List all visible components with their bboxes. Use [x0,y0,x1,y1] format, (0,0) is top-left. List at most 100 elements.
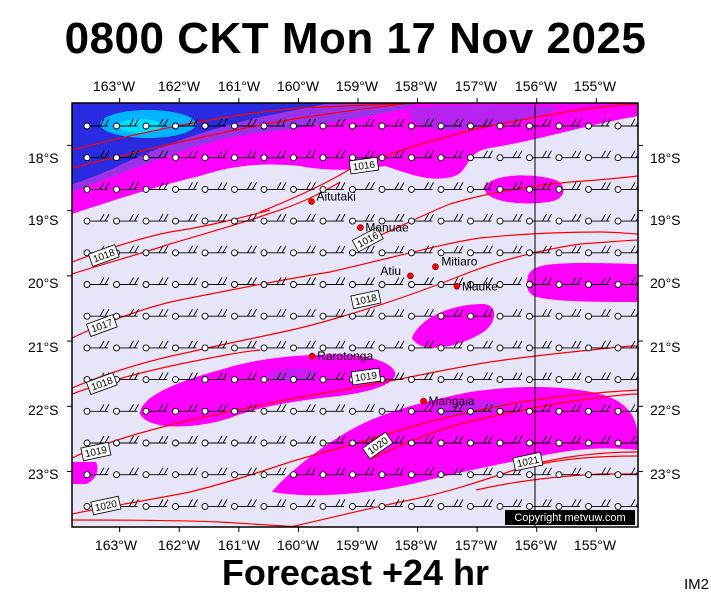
wind-barb [142,245,169,257]
lon-label-bottom: 162°W [157,537,201,553]
wind-barb [290,404,316,415]
place-label: Mauke [462,279,498,293]
isobar-line [371,393,638,459]
place-rarotonga: Rarotonga [308,349,373,363]
place-label: Manuae [365,221,409,235]
wind-barb [467,404,493,415]
wind-barb [408,372,434,384]
wind-barb [201,372,228,384]
lon-label-top: 158°W [394,78,438,94]
wind-barb [555,182,582,193]
wind-barb [290,340,316,352]
wind-barb [408,213,434,225]
wind-barb [408,467,434,479]
isobar-label: 1018 [350,289,382,310]
lat-label-right: 19°S [650,212,681,228]
wind-barb [201,182,228,193]
wind-barb [290,150,316,162]
wind-barb [260,182,287,193]
wind-barb [83,182,110,193]
wind-barb [83,340,110,352]
isobar-label: 1021 [512,451,544,472]
place-dot [420,397,427,405]
isobar-label-text: 1019 [354,370,378,384]
wind-barb [585,213,611,225]
wind-barb [172,499,198,510]
wind-barb [437,182,464,193]
isobar-label-text: 1016 [352,159,376,173]
wind-barb [437,499,464,510]
wind-barb [231,182,257,193]
wind-barb [555,467,582,479]
wind-barb [349,118,375,130]
wind-barb [172,118,198,130]
wind-barb [585,467,611,479]
wind-barb [201,118,228,130]
wind-barb [83,404,110,415]
wind-barb [378,340,405,352]
lat-label-right: 20°S [650,275,681,291]
wind-barb [614,308,638,320]
wind-barb [142,150,169,162]
wind-barb [319,467,346,479]
wind-barb [614,340,638,352]
wind-barb [378,467,405,479]
wind-barb [467,467,493,479]
lon-label-bottom: 163°W [94,537,138,553]
wind-barb [496,372,523,384]
wind-barb [260,372,287,384]
wind-barb [201,245,228,257]
lat-label-left: 19°S [28,212,59,228]
wind-barb [142,372,169,384]
map-frame [71,102,639,528]
wind-barb [614,499,638,510]
wind-barb [113,213,139,225]
wind-barb [496,435,523,447]
place-manuae: Manuae [357,221,409,235]
wind-barb [349,213,375,225]
lon-label-top: 159°W [335,78,379,94]
wind-barb [437,467,464,479]
wind-barb [585,435,611,447]
place-label: Rarotonga [317,349,373,363]
place-dot [453,282,461,290]
lon-label-top: 162°W [157,78,201,94]
wind-barb [467,182,493,193]
wind-barb [496,340,523,352]
wind-barb [408,308,434,320]
wind-barb [83,213,110,225]
lat-label-right: 18°S [650,150,681,166]
isobar-label: 1016 [348,156,380,175]
wind-barb [614,467,638,479]
wind-barb [555,277,582,288]
wind-barb [378,404,405,415]
isobar-line [259,103,638,213]
lat-label-left: 22°S [28,402,59,418]
wind-barb [319,372,346,384]
wind-barb [319,118,346,130]
wind-barb [555,340,582,352]
wind-barb [408,150,434,162]
wind-barb [260,277,287,288]
wind-barb [349,467,375,479]
wind-barb [260,499,287,510]
wind-barb [526,499,552,510]
isobar-label-text: 1019 [84,445,108,460]
lat-label-left: 20°S [28,275,59,291]
wind-barb [496,150,523,162]
wind-barb [437,150,464,162]
wind-barb [408,340,434,352]
wind-barb [349,277,375,288]
wind-barb [113,150,139,162]
wind-barb [172,245,198,257]
wind-barb [260,308,287,320]
wind-barb [585,150,611,162]
wind-barb [201,308,228,320]
wind-barb [172,182,198,193]
isobar-line [539,455,638,465]
place-atiu: Atiu [380,264,414,280]
wind-barb [201,340,228,352]
wind-barb [585,499,611,510]
wind-barbs [83,118,638,510]
wind-barb [496,213,523,225]
